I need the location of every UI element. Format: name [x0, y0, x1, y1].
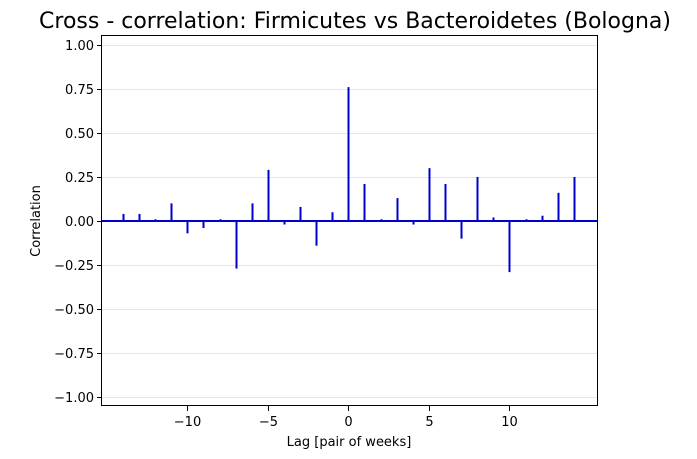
x-tick-label: −5 [259, 415, 278, 430]
y-tick-label: −0.50 [54, 303, 94, 318]
x-tick-label: 0 [344, 415, 352, 430]
bars-layer [122, 87, 576, 273]
x-tick-label: −10 [174, 415, 201, 430]
plot-frame [101, 35, 598, 406]
x-tick-label: 5 [425, 415, 433, 430]
chart-title: Cross - correlation: Firmicutes vs Bacte… [39, 9, 671, 34]
y-axis-label: Correlation [29, 185, 44, 257]
y-ticks-layer: 1.00 0.75 0.50 0.25 0.00 −0.25 −0.50 −0.75 −1.00 [54, 39, 102, 406]
y-tick-label: 0.25 [65, 171, 94, 186]
y-tick-label: −0.25 [54, 259, 94, 274]
y-tick-label: −1.00 [54, 391, 94, 406]
y-tick-label: 0.50 [65, 127, 94, 142]
y-tick-label: 0.75 [65, 83, 94, 98]
x-ticks-layer: −10 −5 0 5 10 [174, 406, 518, 430]
x-axis-label: Lag [pair of weeks] [287, 435, 412, 450]
y-tick-label: 0.00 [65, 215, 94, 230]
y-tick-label: 1.00 [65, 39, 94, 54]
x-tick-label: 10 [501, 415, 518, 430]
y-tick-label: −0.75 [54, 347, 94, 362]
